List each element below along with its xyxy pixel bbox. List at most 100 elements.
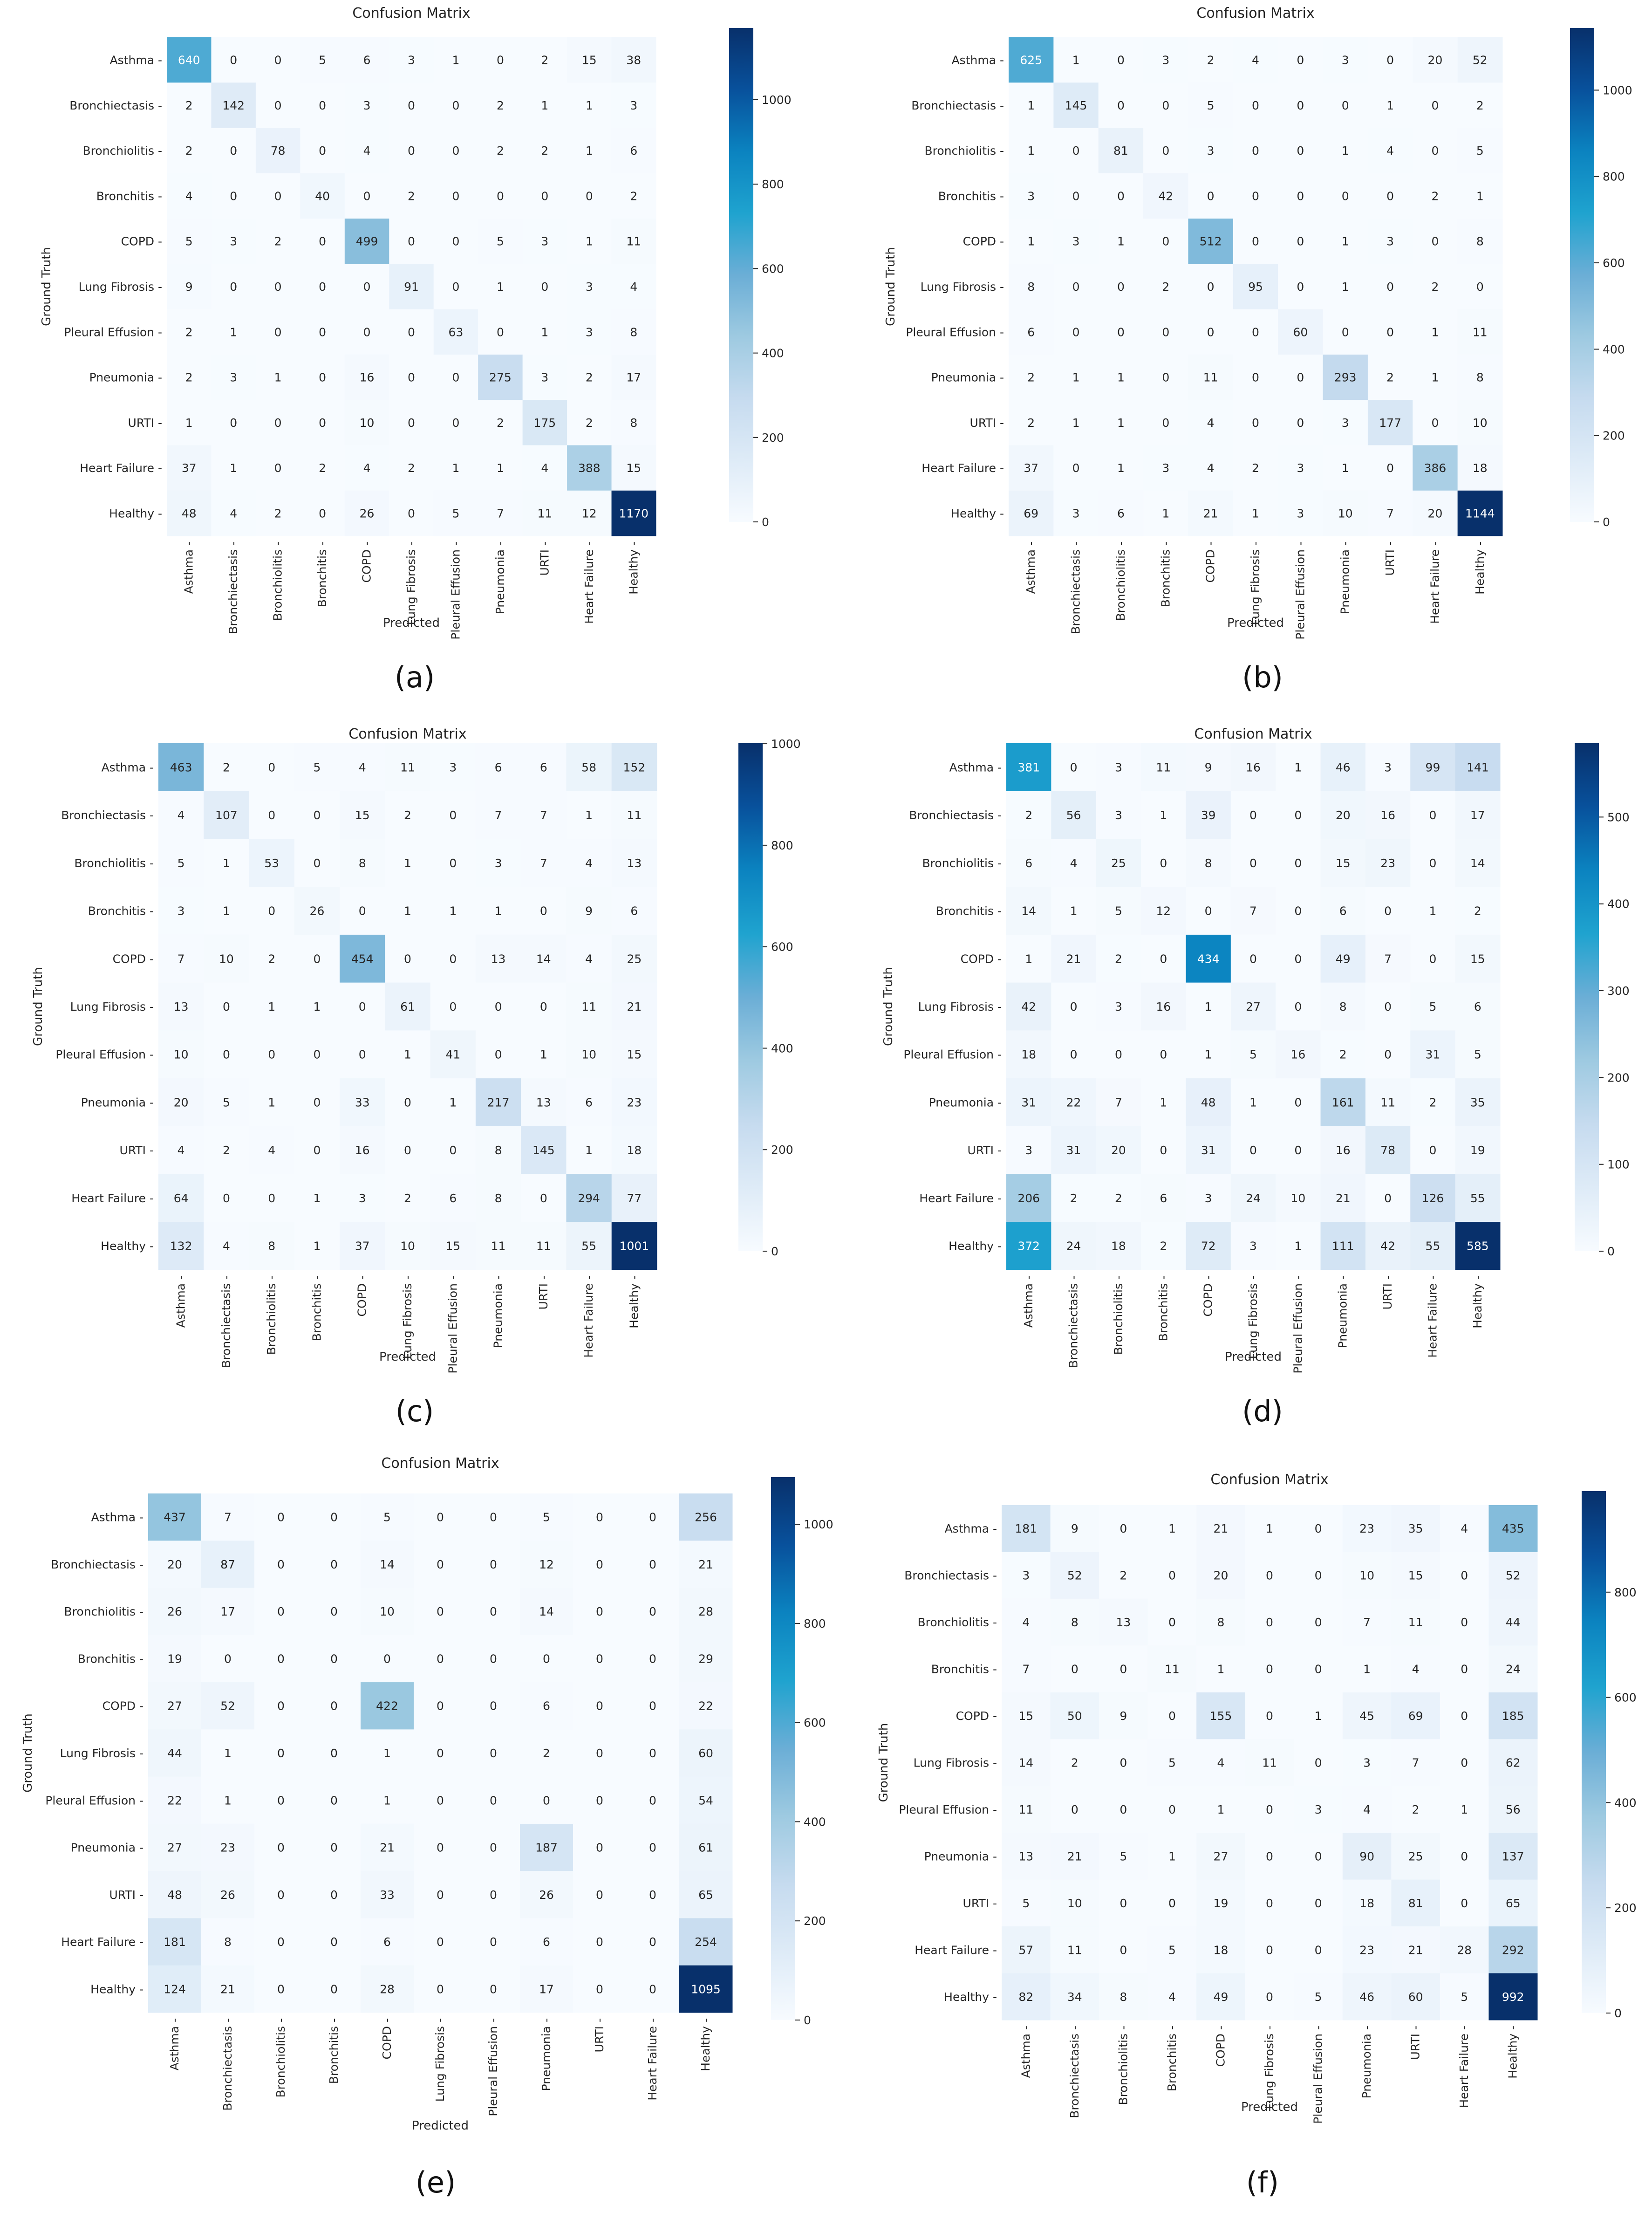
- heatmap-cell: [414, 1541, 467, 1589]
- heatmap-cell: [1278, 82, 1324, 129]
- heatmap-cell: [1276, 1222, 1321, 1270]
- heatmap-cell: [204, 887, 250, 935]
- cell-value: 4: [1022, 1616, 1030, 1629]
- cell-value: 8: [630, 416, 637, 430]
- cell-value: 2: [408, 189, 415, 203]
- cell-value: 6: [585, 1096, 593, 1109]
- cell-value: 8: [630, 325, 637, 339]
- heatmap-cell: [1367, 445, 1413, 491]
- cell-value: 0: [1461, 1709, 1468, 1723]
- cell-value: 0: [541, 280, 548, 294]
- y-tick-label: Healthy -: [944, 1990, 997, 2004]
- heatmap-cell: [361, 1871, 414, 1918]
- heatmap-cell: [1143, 354, 1188, 400]
- heatmap-cell: [475, 982, 521, 1031]
- cell-value: 0: [1297, 99, 1304, 112]
- heatmap-cell: [566, 1126, 612, 1175]
- heatmap-cell: [201, 1635, 255, 1683]
- heatmap-cell: [611, 400, 656, 445]
- heatmap-cell: [521, 887, 567, 935]
- cell-value: 0: [596, 1794, 603, 1807]
- y-tick-label: COPD -: [121, 235, 162, 248]
- cell-value: 1: [1205, 1048, 1212, 1062]
- y-tick-label: Pleural Effusion -: [64, 325, 162, 339]
- cell-value: 0: [230, 144, 237, 158]
- heatmap-cell: [1367, 128, 1413, 174]
- cell-value: 0: [1249, 1144, 1257, 1157]
- heatmap-cell: [626, 1871, 680, 1918]
- heatmap-cell: [1342, 1645, 1392, 1693]
- heatmap-cell: [1230, 1222, 1276, 1270]
- cell-value: 16: [1156, 1000, 1171, 1014]
- heatmap-cell: [1147, 1973, 1197, 2020]
- heatmap-cell: [566, 743, 612, 792]
- y-tick-label: Asthma -: [945, 1522, 997, 1535]
- cell-value: 0: [543, 1794, 550, 1807]
- cell-value: 16: [1380, 808, 1395, 822]
- heatmap-cell: [204, 743, 250, 792]
- cell-value: 0: [408, 507, 415, 520]
- panel-label: (f): [1246, 2165, 1279, 2199]
- heatmap-cell: [294, 1174, 340, 1222]
- heatmap-cell: [1457, 445, 1503, 491]
- colorbar-tick-label: 600: [762, 262, 784, 275]
- cell-value: 2: [1432, 280, 1439, 294]
- heatmap-cell: [1410, 1126, 1456, 1175]
- cell-value: 1170: [619, 507, 649, 520]
- heatmap-cell: [1050, 1739, 1099, 1787]
- cell-value: 5: [1315, 1990, 1322, 2004]
- cell-value: 463: [170, 760, 192, 774]
- panel-label: (e): [416, 2165, 456, 2199]
- colorbar-tick-label: 600: [771, 940, 793, 954]
- cell-value: 0: [1429, 952, 1437, 966]
- x-tick-label: Bronchiectasis -: [219, 1275, 233, 1368]
- cell-value: 17: [220, 1605, 235, 1618]
- cell-value: 0: [437, 1558, 444, 1571]
- cell-value: 52: [1506, 1569, 1521, 1582]
- heatmap-cell: [1440, 1926, 1489, 1974]
- heatmap-cell: [389, 309, 434, 355]
- heatmap-cell: [520, 1588, 573, 1636]
- heatmap-cell: [1278, 219, 1324, 264]
- cell-value: 23: [220, 1841, 235, 1855]
- chart-title: Confusion Matrix: [1210, 1472, 1328, 1488]
- cell-value: 1: [1162, 507, 1169, 520]
- heatmap-cell: [1096, 743, 1141, 792]
- cell-value: 3: [1297, 507, 1304, 520]
- heatmap-cell: [249, 743, 295, 792]
- cell-value: 1: [1386, 99, 1394, 112]
- heatmap-cell: [467, 1588, 520, 1636]
- heatmap-cell: [520, 1776, 573, 1824]
- cell-value: 0: [1294, 856, 1302, 870]
- heatmap-cell: [1294, 1786, 1343, 1833]
- cell-value: 0: [1297, 189, 1304, 203]
- heatmap-cell: [1230, 982, 1276, 1031]
- heatmap-cell: [1320, 1222, 1366, 1270]
- heatmap-cell: [307, 1776, 361, 1824]
- cell-value: 11: [1262, 1756, 1277, 1770]
- heatmap-cell: [1143, 173, 1188, 219]
- heatmap-cell: [1096, 1174, 1141, 1222]
- cell-value: 45: [1359, 1709, 1374, 1723]
- heatmap-cell: [249, 1126, 295, 1175]
- cell-value: 0: [277, 1982, 285, 1996]
- cell-value: 0: [363, 280, 371, 294]
- cell-value: 1: [1315, 1709, 1322, 1723]
- heatmap-cell: [300, 264, 345, 310]
- heatmap-cell: [1002, 1505, 1051, 1552]
- heatmap-cell: [1455, 982, 1501, 1031]
- cell-value: 0: [1342, 99, 1349, 112]
- heatmap-cell: [1002, 1692, 1051, 1740]
- heatmap-cell: [626, 1729, 680, 1777]
- heatmap-cell: [1488, 1645, 1538, 1693]
- heatmap-cell: [385, 1030, 431, 1079]
- cell-value: 0: [1070, 1000, 1078, 1014]
- heatmap-cell: [204, 1078, 250, 1127]
- cell-value: 61: [698, 1841, 713, 1855]
- y-tick-label: Bronchiectasis -: [909, 808, 1002, 822]
- heatmap-cell: [167, 264, 212, 310]
- heatmap-cell: [520, 1823, 573, 1871]
- cell-value: 0: [1252, 416, 1259, 430]
- heatmap-cell: [567, 37, 612, 83]
